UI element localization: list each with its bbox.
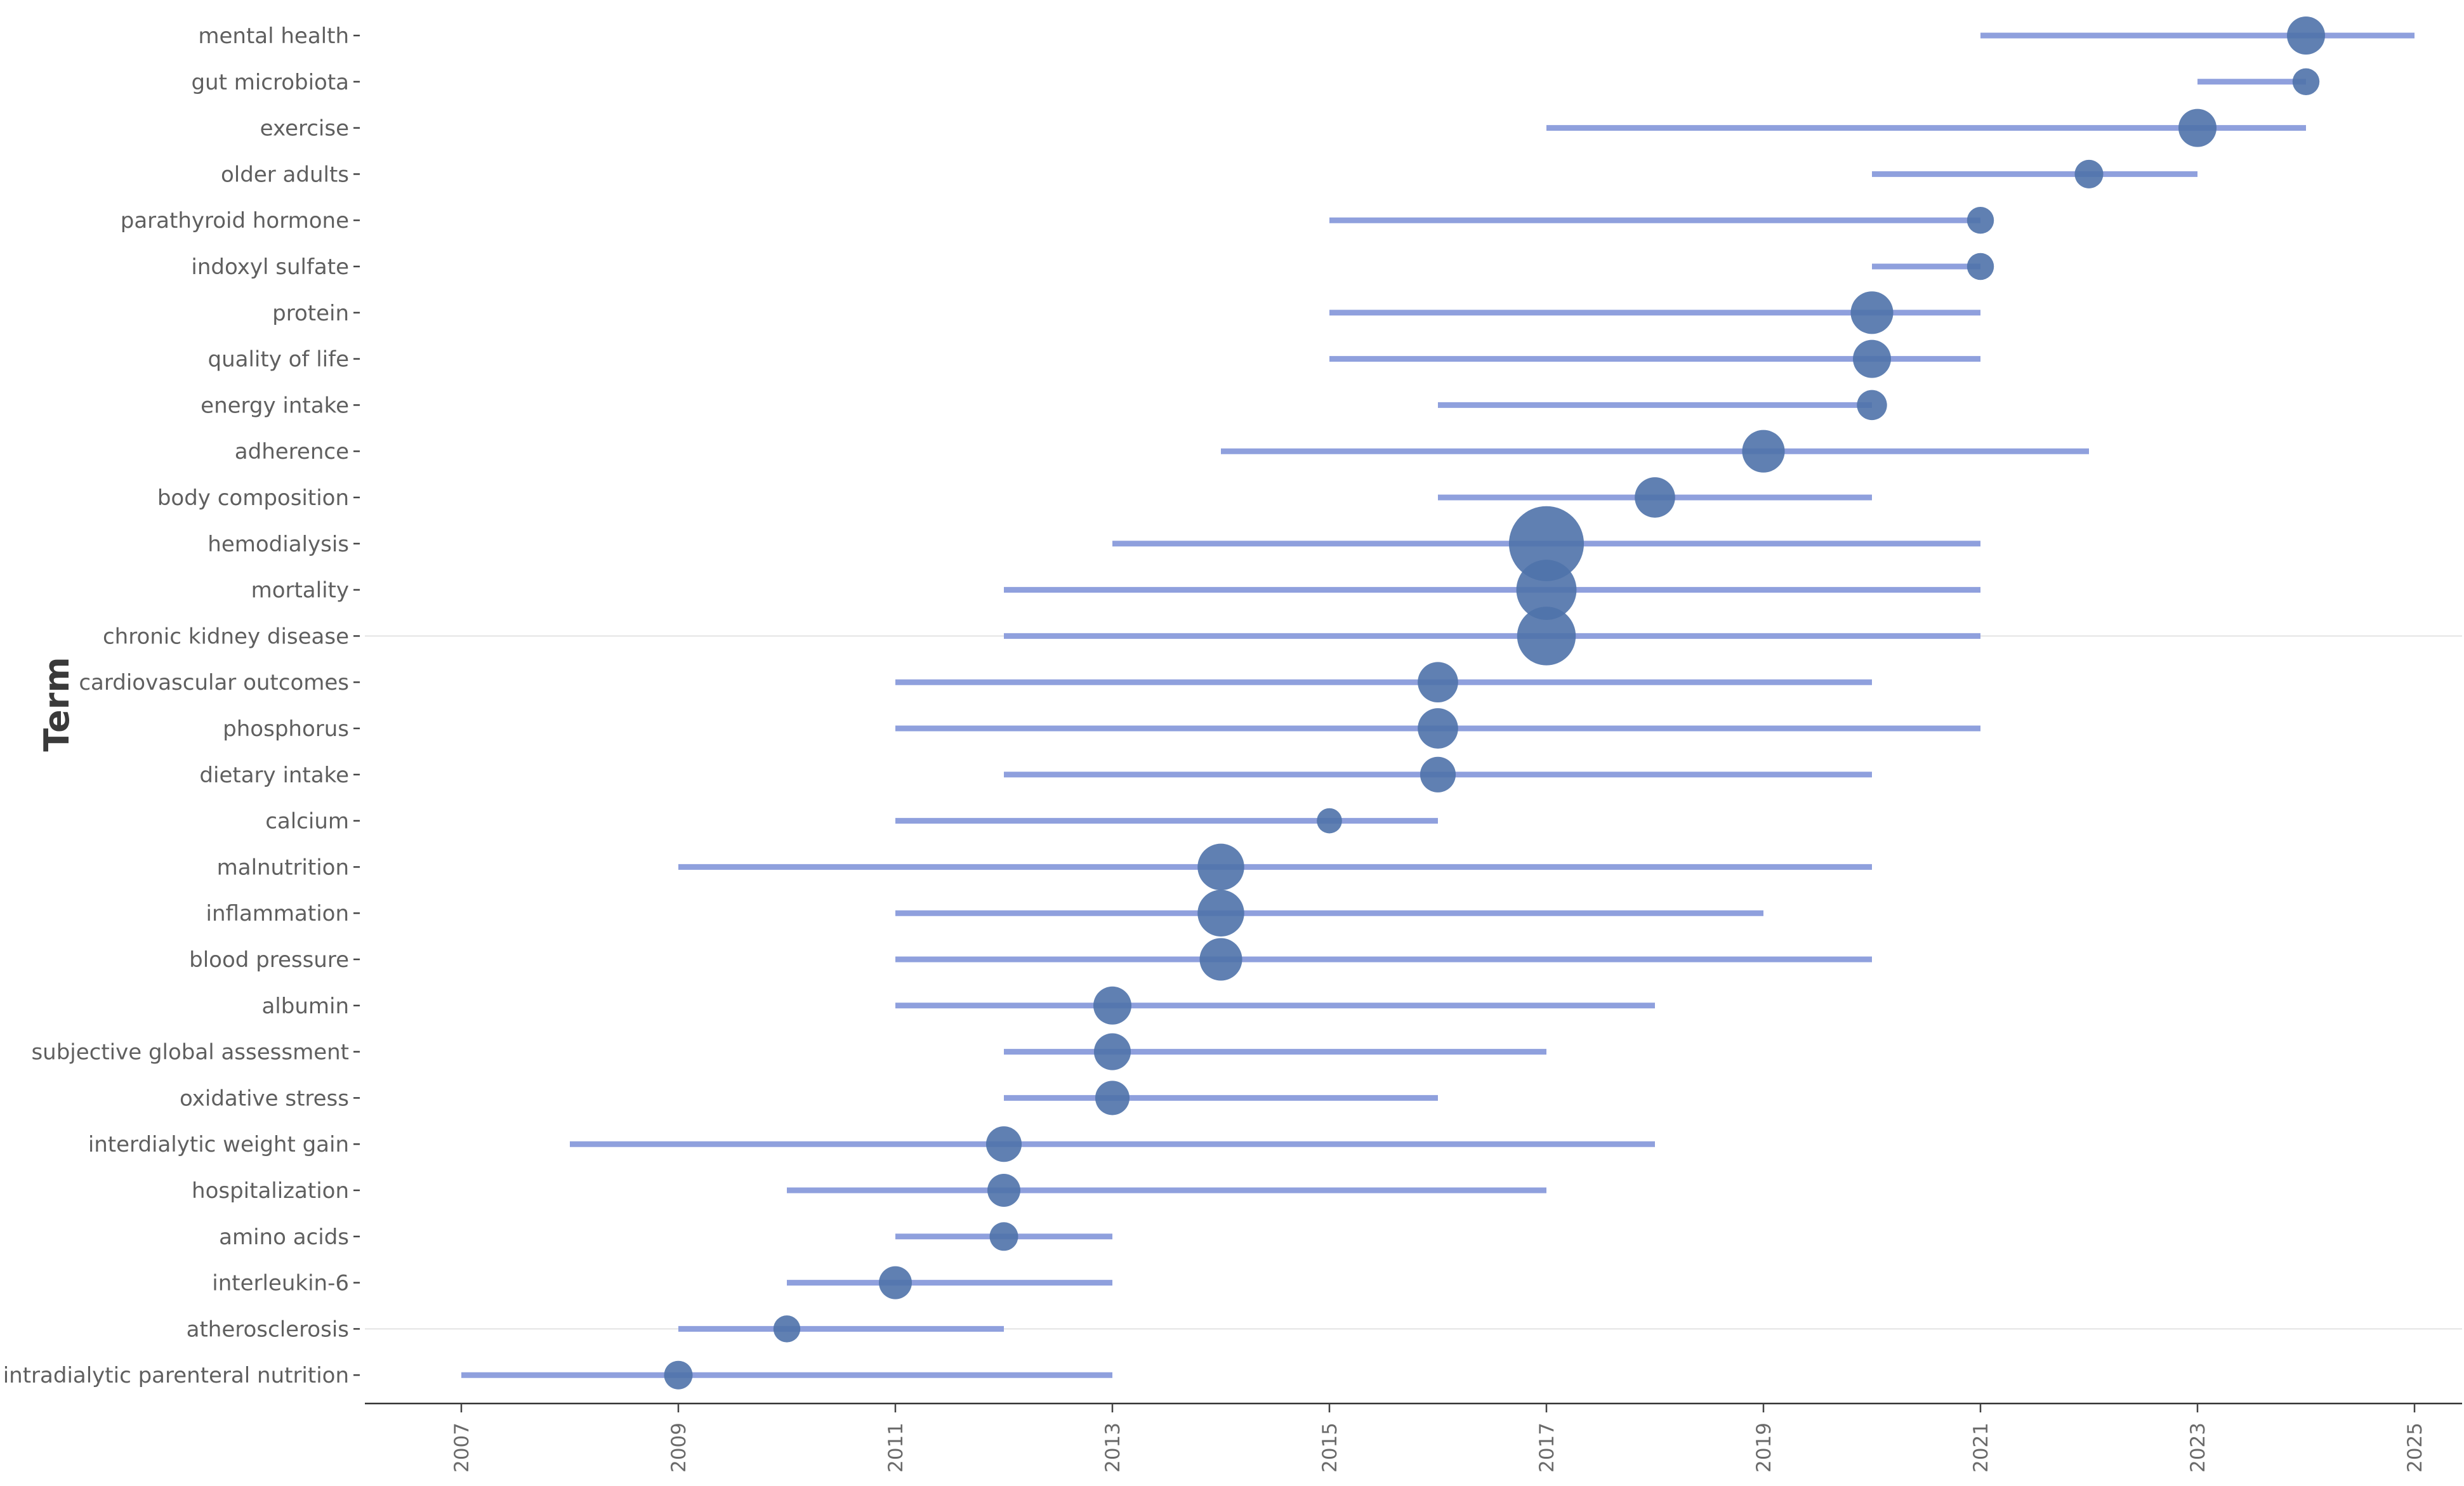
median-point-adherence — [1742, 430, 1785, 473]
median-point-blood-pressure — [1199, 938, 1242, 981]
median-point-inflammation — [1197, 890, 1244, 937]
term-label-dietary-intake: dietary intake — [199, 763, 349, 788]
term-label-adherence: adherence — [235, 439, 349, 464]
median-point-indoxyl-sulfate — [1967, 253, 1994, 280]
term-label-parathyroid-hormone: parathyroid hormone — [121, 208, 349, 233]
median-point-albumin — [1093, 986, 1131, 1025]
x-tick-label-2023: 2023 — [2187, 1423, 2210, 1473]
median-point-protein — [1850, 291, 1894, 334]
median-point-chronic-kidney-disease — [1517, 607, 1576, 666]
median-points — [664, 16, 2325, 1390]
term-label-hospitalization: hospitalization — [192, 1178, 349, 1204]
term-label-mortality: mortality — [251, 578, 349, 603]
median-point-intradialytic-parenteral-nutrition — [664, 1360, 693, 1390]
horizontal-reference-lines — [365, 635, 2462, 1330]
median-point-quality-of-life — [1853, 339, 1891, 378]
median-point-gut-microbiota — [2292, 68, 2320, 96]
term-label-chronic-kidney-disease: chronic kidney disease — [103, 624, 349, 649]
term-label-older-adults: older adults — [221, 162, 349, 187]
median-point-hospitalization — [987, 1174, 1020, 1207]
median-point-interdialytic-weight-gain — [985, 1126, 1022, 1162]
range-lines — [461, 32, 2415, 1378]
term-label-oxidative-stress: oxidative stress — [180, 1086, 349, 1111]
x-tick-label-2015: 2015 — [1319, 1423, 1341, 1473]
term-label-interleukin-6: interleukin-6 — [212, 1271, 349, 1296]
term-label-malnutrition: malnutrition — [217, 855, 349, 880]
x-tick-label-2019: 2019 — [1753, 1423, 1776, 1473]
median-point-mortality — [1516, 560, 1577, 621]
term-label-amino-acids: amino acids — [219, 1225, 349, 1250]
median-point-amino-acids — [989, 1222, 1018, 1251]
x-tick-label-2011: 2011 — [885, 1423, 907, 1473]
term-label-albumin: albumin — [261, 994, 349, 1019]
term-label-indoxyl-sulfate: indoxyl sulfate — [191, 254, 349, 280]
term-label-mental-health: mental health — [198, 23, 349, 49]
term-label-interdialytic-weight-gain: interdialytic weight gain — [88, 1132, 349, 1157]
median-point-cardiovascular-outcomes — [1418, 662, 1458, 703]
term-label-subjective-global-assessment: subjective global assessment — [31, 1040, 349, 1065]
x-tick-label-2007: 2007 — [451, 1423, 473, 1473]
median-point-mental-health — [2287, 16, 2325, 55]
median-point-exercise — [2178, 108, 2217, 147]
term-label-protein: protein — [272, 301, 349, 326]
median-point-parathyroid-hormone — [1967, 206, 1994, 234]
term-label-phosphorus: phosphorus — [223, 716, 349, 742]
term-labels: mental health gut microbiota exercise older… — [3, 23, 360, 1388]
x-tick-label-2009: 2009 — [668, 1423, 690, 1473]
x-tick-label-2025: 2025 — [2404, 1423, 2427, 1473]
median-point-older-adults — [2074, 159, 2104, 188]
term-label-quality-of-life: quality of life — [208, 347, 349, 372]
median-point-body-composition — [1635, 477, 1675, 518]
term-label-cardiovascular-outcomes: cardiovascular outcomes — [79, 670, 349, 695]
median-point-calcium — [1317, 808, 1342, 834]
term-label-inflammation: inflammation — [206, 901, 349, 926]
median-point-atherosclerosis — [773, 1315, 801, 1343]
median-point-energy-intake — [1857, 390, 1887, 421]
term-label-exercise: exercise — [260, 116, 349, 141]
term-label-hemodialysis: hemodialysis — [208, 532, 349, 557]
median-point-dietary-intake — [1420, 756, 1456, 792]
x-tick-label-2021: 2021 — [1970, 1423, 1993, 1473]
median-point-interleukin-6 — [879, 1266, 912, 1299]
term-label-calcium: calcium — [265, 809, 349, 834]
median-point-oxidative-stress — [1095, 1081, 1130, 1115]
y-axis-title: Term — [37, 657, 77, 751]
median-point-hemodialysis — [1508, 506, 1584, 581]
term-label-intradialytic-parenteral-nutrition: intradialytic parenteral nutrition — [3, 1363, 349, 1388]
x-tick-label-2017: 2017 — [1536, 1423, 1558, 1473]
term-label-energy-intake: energy intake — [201, 393, 349, 418]
median-point-phosphorus — [1418, 708, 1458, 749]
x-tick-label-2013: 2013 — [1102, 1423, 1124, 1473]
term-label-blood-pressure: blood pressure — [189, 947, 349, 973]
median-point-malnutrition — [1197, 843, 1244, 891]
term-label-atherosclerosis: atherosclerosis — [187, 1317, 349, 1342]
term-label-body-composition: body composition — [157, 485, 349, 511]
x-axis: 2007 2009 2011 2013 2015 2017 2019 2021 2023 2025 — [365, 1402, 2462, 1473]
median-point-subjective-global-assessment — [1093, 1033, 1131, 1070]
term-label-gut-microbiota: gut microbiota — [191, 70, 349, 95]
